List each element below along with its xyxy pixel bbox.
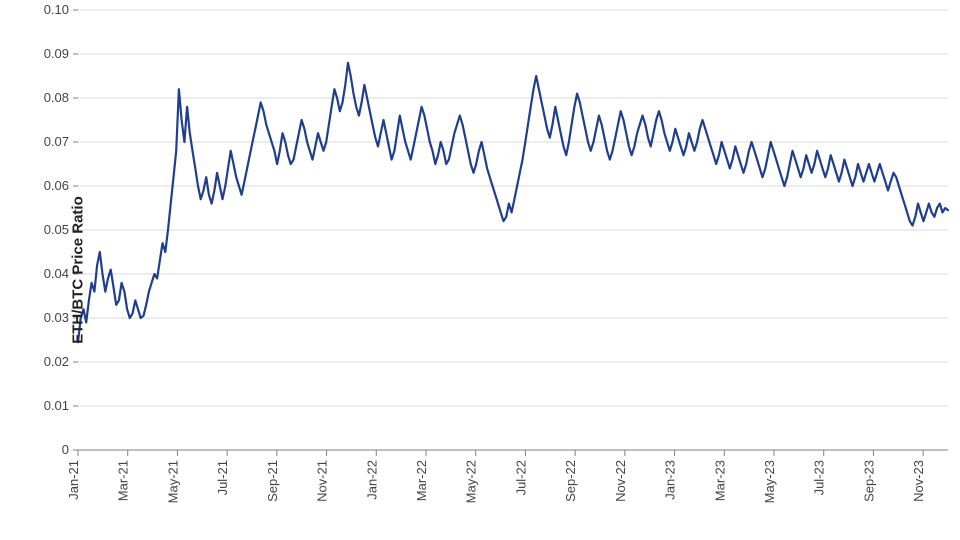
x-tick-label: Sep-21: [265, 460, 280, 502]
x-tick-label: Jan-23: [663, 460, 678, 500]
y-tick-label: 0.07: [44, 134, 69, 149]
x-tick-label: Jul-23: [812, 460, 827, 495]
x-tick-label: Jan-22: [364, 460, 379, 500]
x-tick-label: Mar-21: [116, 460, 131, 501]
x-tick-label: Sep-22: [563, 460, 578, 502]
x-tick-label: Jul-21: [215, 460, 230, 495]
x-tick-label: Mar-22: [414, 460, 429, 501]
y-tick-label: 0.10: [44, 2, 69, 17]
y-tick-label: 0.04: [44, 266, 69, 281]
y-axis-label: ETH/BTC Price Ratio: [69, 196, 86, 344]
price-ratio-series: [78, 63, 948, 342]
line-chart: 0 0.01 0.02 0.03 0.04 0.05 0.06 0.07 0.08 0.09 0.1…: [0, 0, 960, 540]
x-tick-label: May-22: [464, 460, 479, 503]
x-tick-label: May-23: [762, 460, 777, 503]
y-tick-label: 0.09: [44, 46, 69, 61]
x-tick-label: Nov-21: [315, 460, 330, 502]
y-tick-label: 0: [62, 442, 69, 457]
y-tick-label: 0.01: [44, 398, 69, 413]
x-tick-label: Sep-23: [861, 460, 876, 502]
y-tick-label: 0.05: [44, 222, 69, 237]
x-tick-label: Mar-23: [712, 460, 727, 501]
x-tick-label: Nov-22: [613, 460, 628, 502]
x-tick-label: Nov-23: [911, 460, 926, 502]
y-tick-label: 0.03: [44, 310, 69, 325]
x-tick-label: Jan-21: [66, 460, 81, 500]
chart-container: ETH/BTC Price Ratio 0 0.01 0.02 0.03 0.04 0.0…: [0, 0, 960, 540]
x-tick-label: Jul-22: [513, 460, 528, 495]
y-tick-label: 0.02: [44, 354, 69, 369]
y-tick-label: 0.06: [44, 178, 69, 193]
y-tick-label: 0.08: [44, 90, 69, 105]
x-tick-label: May-21: [165, 460, 180, 503]
